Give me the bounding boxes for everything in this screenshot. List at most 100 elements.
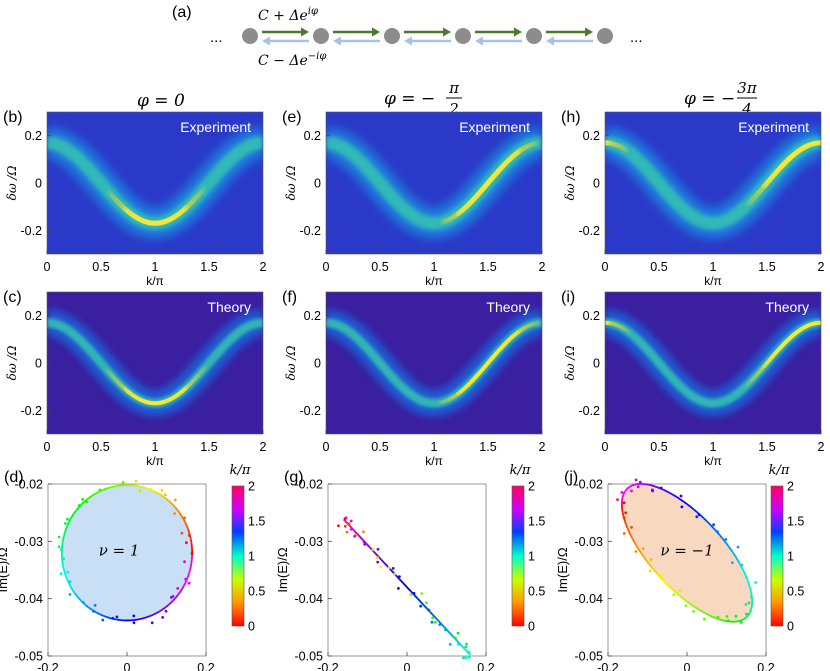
panel-label: (f): [282, 289, 297, 306]
panel-a-chain: (a) ... ... C + Δeiφ C − Δe−iφ: [172, 4, 643, 69]
y-tick-label: -0.05: [15, 650, 44, 664]
data-point: [92, 609, 95, 613]
panel-tag: Theory: [765, 299, 809, 315]
spectral-loop-segment: [709, 524, 715, 529]
colorbar-tick-label: 1: [528, 550, 535, 564]
spectral-loop-segment: [686, 503, 691, 508]
spectral-loop-segment: [437, 620, 443, 625]
spectral-loop-segment: [161, 495, 166, 499]
data-point: [659, 573, 663, 577]
band-intensity-segment: [104, 367, 112, 375]
column-title-phi-minus-3pi-quarter: φ = − 3π 4: [684, 79, 758, 118]
band-heatmap: [326, 127, 542, 239]
data-point: [150, 621, 154, 625]
spectral-loop-segment: [749, 587, 752, 591]
colorbar-tick-label: 0.5: [248, 585, 265, 599]
x-tick-label: -0.2: [317, 661, 339, 671]
spectral-loop-segment: [164, 604, 169, 609]
spectral-loop-segment: [440, 623, 445, 628]
panel-tag: Theory: [207, 299, 251, 315]
spectral-loop-segment: [403, 583, 408, 588]
x-tick-label: 0.5: [650, 260, 667, 274]
spectral-loop-segment: [156, 491, 161, 495]
x-tick-label: 0: [44, 260, 51, 274]
spectral-loop-segment: [642, 555, 647, 561]
spectral-loop-segment: [683, 500, 688, 505]
band-intensity-segment: [618, 144, 627, 152]
spectral-loop-segment: [169, 599, 174, 604]
data-point: [427, 608, 431, 612]
data-point: [736, 545, 740, 549]
spectral-loop-segment: [654, 485, 658, 489]
spectral-loop-segment: [645, 559, 650, 565]
spectral-loop-segment: [669, 586, 675, 591]
data-point: [77, 504, 81, 507]
data-point: [187, 534, 191, 537]
spectral-loop-segment: [719, 618, 723, 622]
colorbar-label: k/π: [769, 463, 790, 478]
spectral-loop-segment: [749, 608, 753, 611]
forward-arrow-head: [514, 27, 522, 37]
colorbar: [511, 485, 525, 627]
panel-tag: Experiment: [180, 119, 251, 135]
data-point: [744, 603, 748, 606]
spectral-loop-segment: [432, 614, 437, 619]
spectral-loop-segment: [100, 613, 104, 617]
band-intensity-segment: [445, 216, 453, 223]
spectral-loop-segment: [383, 562, 389, 567]
y-tick-label: -0.2: [299, 404, 321, 418]
spectral-loop-segment: [745, 615, 749, 618]
band-panel: 0 0.5 1 1.5 2 0.2 0 -0.2 k/π δω /Ω Theory (i): [561, 289, 825, 468]
data-point: [82, 601, 85, 604]
y-tick-label: -0.2: [578, 404, 600, 418]
spectral-loop-segment: [732, 552, 737, 557]
column-title-phi-minus-pi-half: φ = − π 2: [384, 79, 462, 118]
data-point: [376, 547, 380, 551]
data-point: [81, 497, 84, 501]
spectral-loop-segment: [65, 524, 69, 529]
spectral-loop-segment: [399, 579, 405, 585]
data-point: [393, 573, 396, 576]
band-intensity-segment: [109, 373, 117, 381]
data-point: [461, 656, 465, 660]
spectral-loop-segment: [113, 618, 117, 621]
data-point: [376, 556, 379, 560]
x-tick-label: 1.5: [479, 260, 496, 274]
spectral-loop-segment: [734, 555, 739, 561]
data-point: [187, 581, 191, 585]
spectral-loop-segment: [629, 534, 634, 539]
x-tick-label: 1: [710, 440, 717, 454]
spectral-loop-segment: [727, 545, 732, 550]
data-point: [149, 488, 153, 491]
x-tick-label: 0.5: [650, 440, 667, 454]
spectral-loop-segment: [462, 646, 466, 650]
band-intensity-segment: [526, 142, 534, 149]
data-point: [425, 601, 428, 605]
band-panel: 0 0.5 1 1.5 2 0.2 0 -0.2 k/π δω /Ω Theory (c): [3, 289, 267, 468]
spectral-loop-segment: [625, 487, 629, 491]
spectral-loop-segment: [174, 506, 179, 511]
spectral-loop-segment: [696, 607, 702, 612]
spectral-loop-segment: [167, 602, 172, 607]
y-tick-label: 0: [314, 177, 321, 191]
colorbar: [770, 485, 784, 627]
data-point: [716, 530, 719, 534]
spectral-loop-segment: [464, 648, 467, 651]
colorbar: [231, 485, 245, 627]
y-tick-label: 0.2: [304, 129, 321, 143]
data-point: [101, 618, 105, 622]
x-tick-label: 0: [44, 440, 51, 454]
data-point: [353, 534, 356, 538]
winding-number: ν = 1: [99, 542, 140, 560]
phi-prefix-2: φ = −: [384, 89, 435, 109]
data-point: [57, 545, 61, 549]
spectral-loop-segment: [416, 597, 421, 602]
data-point: [387, 566, 391, 569]
data-point: [616, 498, 619, 501]
spectral-loop-segment: [182, 518, 186, 523]
x-axis-label: k/π: [704, 454, 722, 468]
band-heatmap: [47, 127, 263, 239]
data-point: [85, 500, 89, 504]
data-point: [659, 486, 663, 490]
